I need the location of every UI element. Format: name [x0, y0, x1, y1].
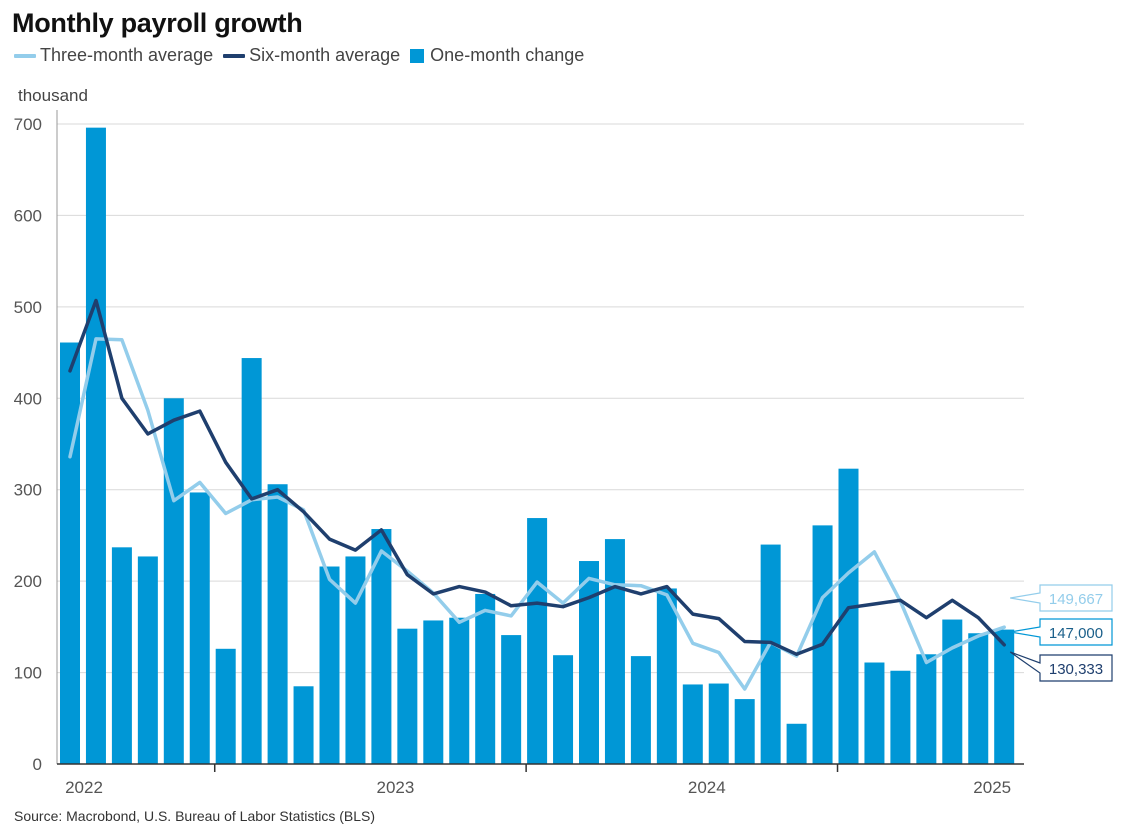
legend-swatch-three-month	[14, 53, 36, 58]
bar	[137, 556, 158, 764]
y-tick-label: 400	[14, 389, 42, 408]
bar	[890, 670, 911, 764]
bar	[423, 620, 444, 764]
bar	[630, 656, 651, 764]
bar	[734, 699, 755, 764]
x-tick-label: 2024	[688, 778, 726, 797]
legend-swatch-six-month	[223, 53, 246, 58]
six-month-average-line	[68, 298, 1006, 657]
y-tick-label: 200	[14, 572, 42, 591]
bar	[293, 686, 314, 764]
bar	[994, 629, 1015, 764]
bar	[942, 619, 963, 764]
bar	[553, 655, 574, 764]
legend-swatch-one-month	[410, 48, 425, 63]
bar	[656, 588, 677, 764]
bar	[501, 635, 522, 764]
end-label-text: 130,333	[1049, 661, 1103, 678]
bar	[527, 518, 548, 764]
legend-label-three-month: Three-month average	[40, 45, 214, 65]
bar	[838, 468, 859, 764]
x-tick-label: 2023	[376, 778, 414, 797]
x-tick-label: 2022	[65, 778, 103, 797]
bar	[111, 547, 132, 764]
bar	[708, 683, 729, 764]
bar	[60, 342, 80, 764]
y-tick-label: 100	[14, 664, 42, 683]
y-tick-label: 500	[14, 298, 42, 317]
end-label-box	[1009, 651, 1113, 682]
bar	[760, 544, 781, 764]
end-label-text: 147,000	[1049, 625, 1103, 642]
bar	[397, 628, 418, 764]
bar	[604, 539, 625, 764]
chart-plot: 0 100 200 300 400 500 600 700 2022 2023 2024 2025 1…	[14, 110, 1113, 797]
legend: Three-month average Six-month average On…	[14, 45, 594, 66]
end-label-three-month: 149,667	[1010, 584, 1113, 612]
bar	[786, 723, 807, 764]
bar	[215, 648, 236, 764]
y-axis-unit-label: thousand	[18, 86, 88, 105]
legend-label-one-month: One-month change	[430, 45, 585, 65]
bar	[682, 684, 703, 764]
source-note: Source: Macrobond, U.S. Bureau of Labor …	[14, 808, 376, 824]
bar	[85, 127, 106, 764]
bar	[371, 529, 392, 764]
bar	[864, 662, 885, 764]
bar	[163, 398, 184, 764]
end-label-one-month: 147,000	[1010, 618, 1113, 646]
bar	[345, 556, 366, 764]
legend-label-six-month: Six-month average	[249, 45, 401, 65]
y-tick-label: 600	[14, 206, 42, 225]
bar	[267, 484, 288, 764]
y-tick-label: 0	[33, 755, 42, 774]
legend-item-one-month: One-month change	[410, 45, 584, 66]
bar	[189, 492, 210, 764]
end-label-six-month: 130,333	[1009, 651, 1113, 682]
bar	[319, 566, 340, 764]
legend-item-six-month: Six-month average	[223, 45, 400, 66]
three-month-average-line	[68, 337, 1006, 691]
bar	[449, 617, 470, 764]
y-tick-label: 300	[14, 481, 42, 500]
chart-title: Monthly payroll growth	[12, 8, 303, 38]
end-label-box	[1010, 584, 1113, 612]
bar	[241, 358, 262, 764]
bar	[916, 654, 937, 764]
end-label-text: 149,667	[1049, 591, 1103, 608]
line-layer	[68, 298, 1006, 691]
axis-layer: 0 100 200 300 400 500 600 700 2022 2023 2024 2025	[14, 110, 1024, 797]
bar	[475, 593, 496, 764]
bar	[579, 561, 599, 764]
legend-item-three-month: Three-month average	[14, 45, 213, 66]
bar-layer	[60, 127, 1015, 764]
bar	[968, 633, 989, 764]
y-tick-label: 700	[14, 115, 42, 134]
end-label-layer: 149,667 147,000 130,333	[1009, 584, 1113, 682]
x-tick-label: 2025	[973, 778, 1011, 797]
end-label-box	[1010, 618, 1113, 646]
